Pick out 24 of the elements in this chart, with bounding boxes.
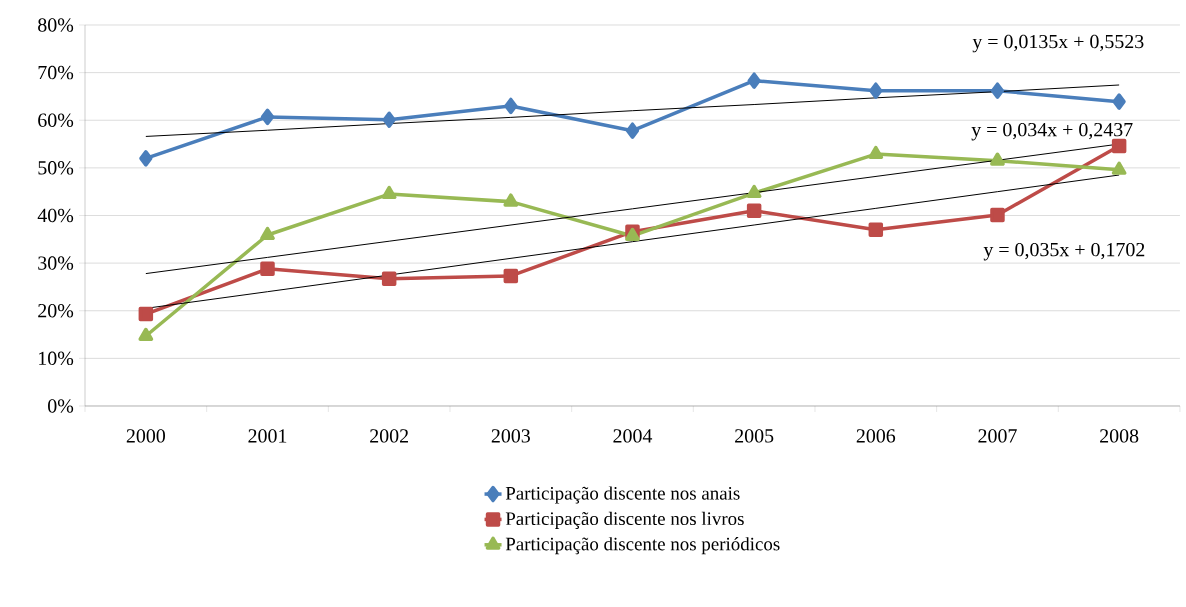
y-tick-label: 0% [48,399,74,413]
x-tick-label: 2008 [1100,429,1139,443]
annotation: y = 0,035x + 0,1702 [983,242,1145,261]
y-tick-label: 40% [37,208,74,223]
y-tick-label: 80% [38,18,74,32]
annotation: y = 0,034x + 0,2437 [971,122,1133,141]
x-tick-label: 2002 [370,429,408,443]
y-tick-label: 60% [38,113,74,127]
legend-label: Participação discente nos periódicos [505,537,780,555]
y-tick-label: 20% [38,303,74,318]
x-tick-label: 2003 [491,429,530,443]
x-tick-label: 2000 [126,429,166,443]
x-tick-label: 2001 [248,429,287,443]
x-tick-label: 2007 [978,429,1017,443]
y-tick-label: 50% [38,161,74,175]
annotation: y = 0,0135x + 0,5523 [972,34,1144,53]
y-tick-label: 70% [38,65,74,80]
x-tick-label: 2004 [613,429,653,443]
x-tick-label: 2005 [735,429,774,443]
x-tick-label: 2006 [856,429,896,443]
legend-label: Participação discente nos livros [505,511,744,529]
y-tick-label: 10% [39,351,74,366]
legend-label: Participação discente nos anais [505,486,740,504]
y-tick-label: 30% [38,256,74,270]
